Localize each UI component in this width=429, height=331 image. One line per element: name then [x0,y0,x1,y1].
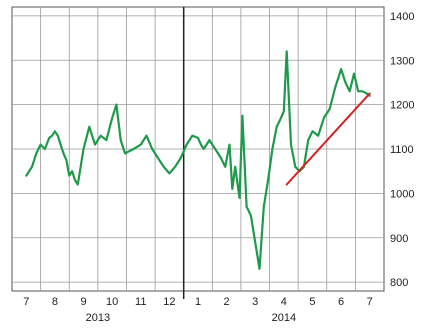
y-tick-label: 1300 [390,55,414,67]
x-tick-label: 12 [163,296,175,308]
year-label-2013: 2013 [86,312,110,324]
x-tick-label: 7 [367,296,373,308]
x-tick-label: 5 [309,296,315,308]
y-tick-label: 1400 [390,11,414,23]
x-tick-label: 2 [224,296,230,308]
series-line-price [25,50,371,270]
y-tick-label: 800 [390,277,408,289]
y-tick-label: 900 [390,233,408,245]
year-label-2014: 2014 [272,312,296,324]
series-layer [25,50,371,270]
y-tick-label: 1000 [390,188,414,200]
x-tick-label: 1 [195,296,201,308]
x-tick-label: 7 [23,296,29,308]
x-tick-label: 11 [135,296,146,308]
x-tick-label: 10 [106,296,118,308]
x-tick-label: 9 [80,296,86,308]
x-axis: 7 8 9 10 11 12 1 2 3 4 5 6 7 [23,296,373,308]
x-tick-label: 3 [252,296,258,308]
trend-line [285,92,371,186]
x-tick-label: 6 [338,296,344,308]
y-tick-label: 1100 [390,144,414,156]
y-axis: 800 900 1000 1100 1200 1300 1400 [390,11,414,289]
x-tick-label: 4 [281,296,287,308]
y-tick-label: 1200 [390,100,414,112]
x-tick-label: 8 [52,296,58,308]
